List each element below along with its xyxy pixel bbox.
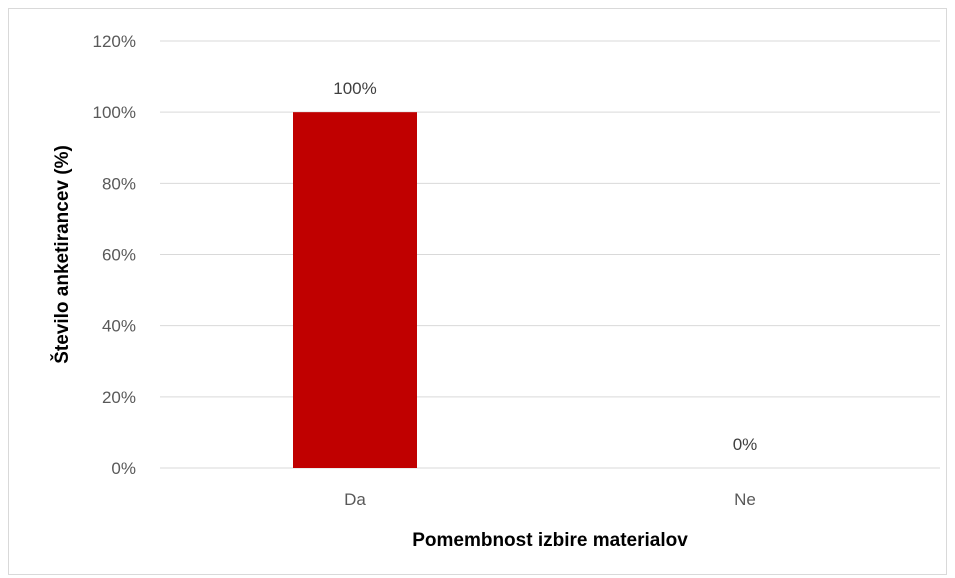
y-tick-label: 0% bbox=[111, 459, 136, 478]
y-tick-label: 40% bbox=[102, 317, 136, 336]
y-tick-label: 120% bbox=[93, 32, 136, 51]
y-tick-label: 100% bbox=[93, 103, 136, 122]
y-tick-label: 60% bbox=[102, 246, 136, 265]
data-label-da: 100% bbox=[333, 79, 376, 98]
y-tick-label: 20% bbox=[102, 388, 136, 407]
x-axis-tick-labels: Da Ne bbox=[344, 490, 756, 509]
y-axis-tick-labels: 0% 20% 40% 60% 80% 100% 120% bbox=[93, 32, 136, 478]
x-tick-label: Ne bbox=[734, 490, 756, 509]
y-tick-label: 80% bbox=[102, 174, 136, 193]
y-axis-title: Število anketirancev (%) bbox=[51, 145, 73, 364]
bars bbox=[293, 112, 417, 469]
data-labels: 100% 0% bbox=[333, 79, 757, 454]
chart-frame bbox=[8, 8, 947, 575]
bar-da bbox=[293, 112, 417, 469]
data-label-ne: 0% bbox=[733, 435, 758, 454]
gridlines bbox=[160, 40, 940, 469]
x-axis-title: Pomembnost izbire materialov bbox=[412, 530, 688, 551]
x-tick-label: Da bbox=[344, 490, 366, 509]
